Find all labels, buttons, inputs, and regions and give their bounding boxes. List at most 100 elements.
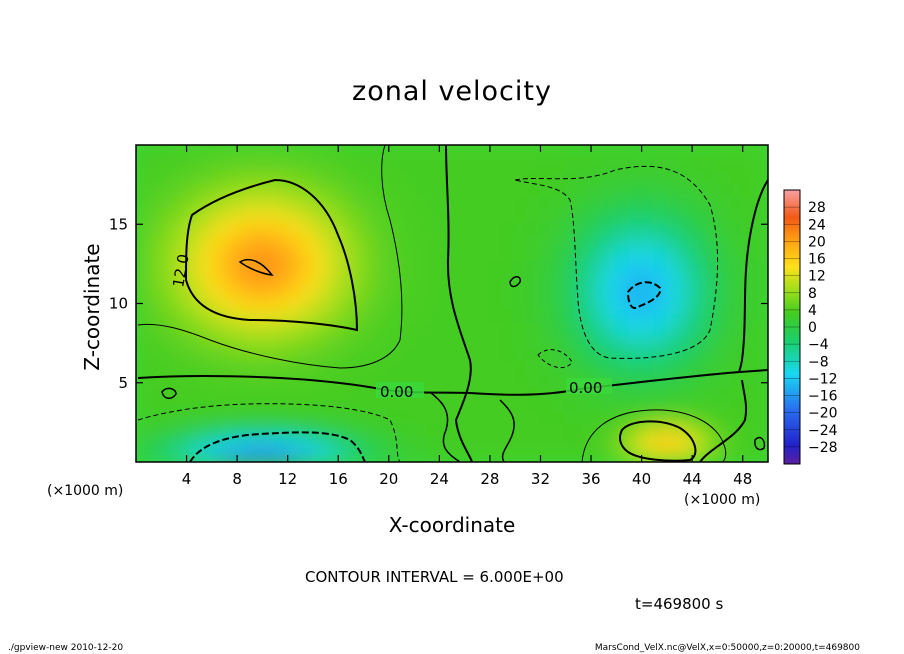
field-cell (299, 157, 314, 171)
field-cell (754, 372, 768, 387)
field-cell (704, 448, 718, 462)
field-cell (211, 410, 225, 425)
field-cell (274, 410, 289, 425)
field-cell (552, 220, 567, 235)
field-cell (603, 258, 617, 273)
field-cell (211, 423, 225, 438)
field-cell (325, 207, 339, 222)
field-cell (716, 347, 731, 362)
field-cell (413, 360, 428, 374)
field-cell (136, 334, 150, 349)
field-cell (312, 322, 327, 336)
field-cell (400, 410, 415, 425)
field-cell (565, 283, 579, 298)
field-cell (148, 157, 162, 171)
field-cell (552, 207, 567, 222)
field-cell (287, 157, 301, 171)
field-cell (438, 360, 453, 374)
field-cell (400, 360, 415, 374)
field-cell (577, 309, 592, 324)
field-cell (299, 322, 314, 336)
field-cell (350, 436, 365, 450)
field-cell (679, 195, 693, 209)
field-cell (539, 322, 554, 336)
field-cell (287, 296, 301, 311)
field-cell (350, 169, 365, 184)
field-cell (565, 258, 579, 273)
field-cell (198, 283, 213, 298)
field-cell (679, 322, 693, 336)
field-cell (249, 157, 263, 171)
contour-lines (137, 144, 769, 463)
field-cell (438, 182, 453, 197)
field-cell (198, 372, 213, 387)
field-cell (249, 169, 263, 184)
field-cell (337, 145, 352, 159)
field-cell (211, 233, 225, 247)
field-cell (590, 296, 605, 311)
field-cell (539, 372, 554, 387)
field-cell (628, 245, 643, 260)
field-cell (160, 436, 175, 450)
field-cell (754, 169, 768, 184)
field-cell (136, 245, 150, 260)
field-cell (160, 195, 175, 209)
field-cell (742, 423, 756, 438)
field-cell (350, 347, 365, 362)
field-cell (413, 283, 428, 298)
field-cell (249, 436, 263, 450)
field-cell (628, 220, 643, 235)
colorbar-label: 0 (808, 320, 817, 336)
field-cell (274, 334, 289, 349)
field-cell (628, 271, 643, 285)
field-cell (211, 145, 225, 159)
field-cell (274, 296, 289, 311)
field-cell (451, 207, 466, 222)
field-cell (691, 145, 706, 159)
field-cell (236, 410, 251, 425)
field-cell (148, 347, 162, 362)
field-cell (211, 448, 225, 462)
field-cell (666, 195, 681, 209)
field-cell (653, 207, 668, 222)
colorbar-label: −12 (808, 371, 838, 387)
field-cell (754, 448, 768, 462)
contour-6-right-bottom (581, 409, 727, 463)
field-cell (451, 258, 466, 273)
field-cell (160, 372, 175, 387)
field-cell (287, 334, 301, 349)
field-cell (223, 309, 238, 324)
field-cell (400, 245, 415, 260)
field-cell (363, 334, 377, 349)
field-cell (489, 322, 504, 336)
field-cell (729, 448, 744, 462)
field-cell (388, 157, 402, 171)
field-cell (299, 448, 314, 462)
field-cell (527, 410, 541, 425)
field-cell (590, 423, 605, 438)
field-cell (350, 372, 365, 387)
field-cell (653, 309, 668, 324)
field-cell (136, 233, 150, 247)
field-cell (337, 322, 352, 336)
field-cell (388, 245, 402, 260)
field-cell (666, 448, 681, 462)
field-cell (211, 347, 225, 362)
field-cell (325, 169, 339, 184)
field-cell (186, 233, 200, 247)
field-cell (577, 182, 592, 197)
field-cell (287, 410, 301, 425)
field-cell (577, 347, 592, 362)
field-cell (476, 398, 491, 412)
field-cell (603, 360, 617, 374)
field-cell (413, 334, 428, 349)
field-cell (337, 195, 352, 209)
field-cell (186, 385, 200, 400)
field-cell (666, 372, 681, 387)
field-cell (223, 157, 238, 171)
field-cell (426, 157, 440, 171)
field-cell (716, 271, 731, 285)
field-cell (603, 220, 617, 235)
field-cell (729, 233, 744, 247)
field-cell (363, 436, 377, 450)
